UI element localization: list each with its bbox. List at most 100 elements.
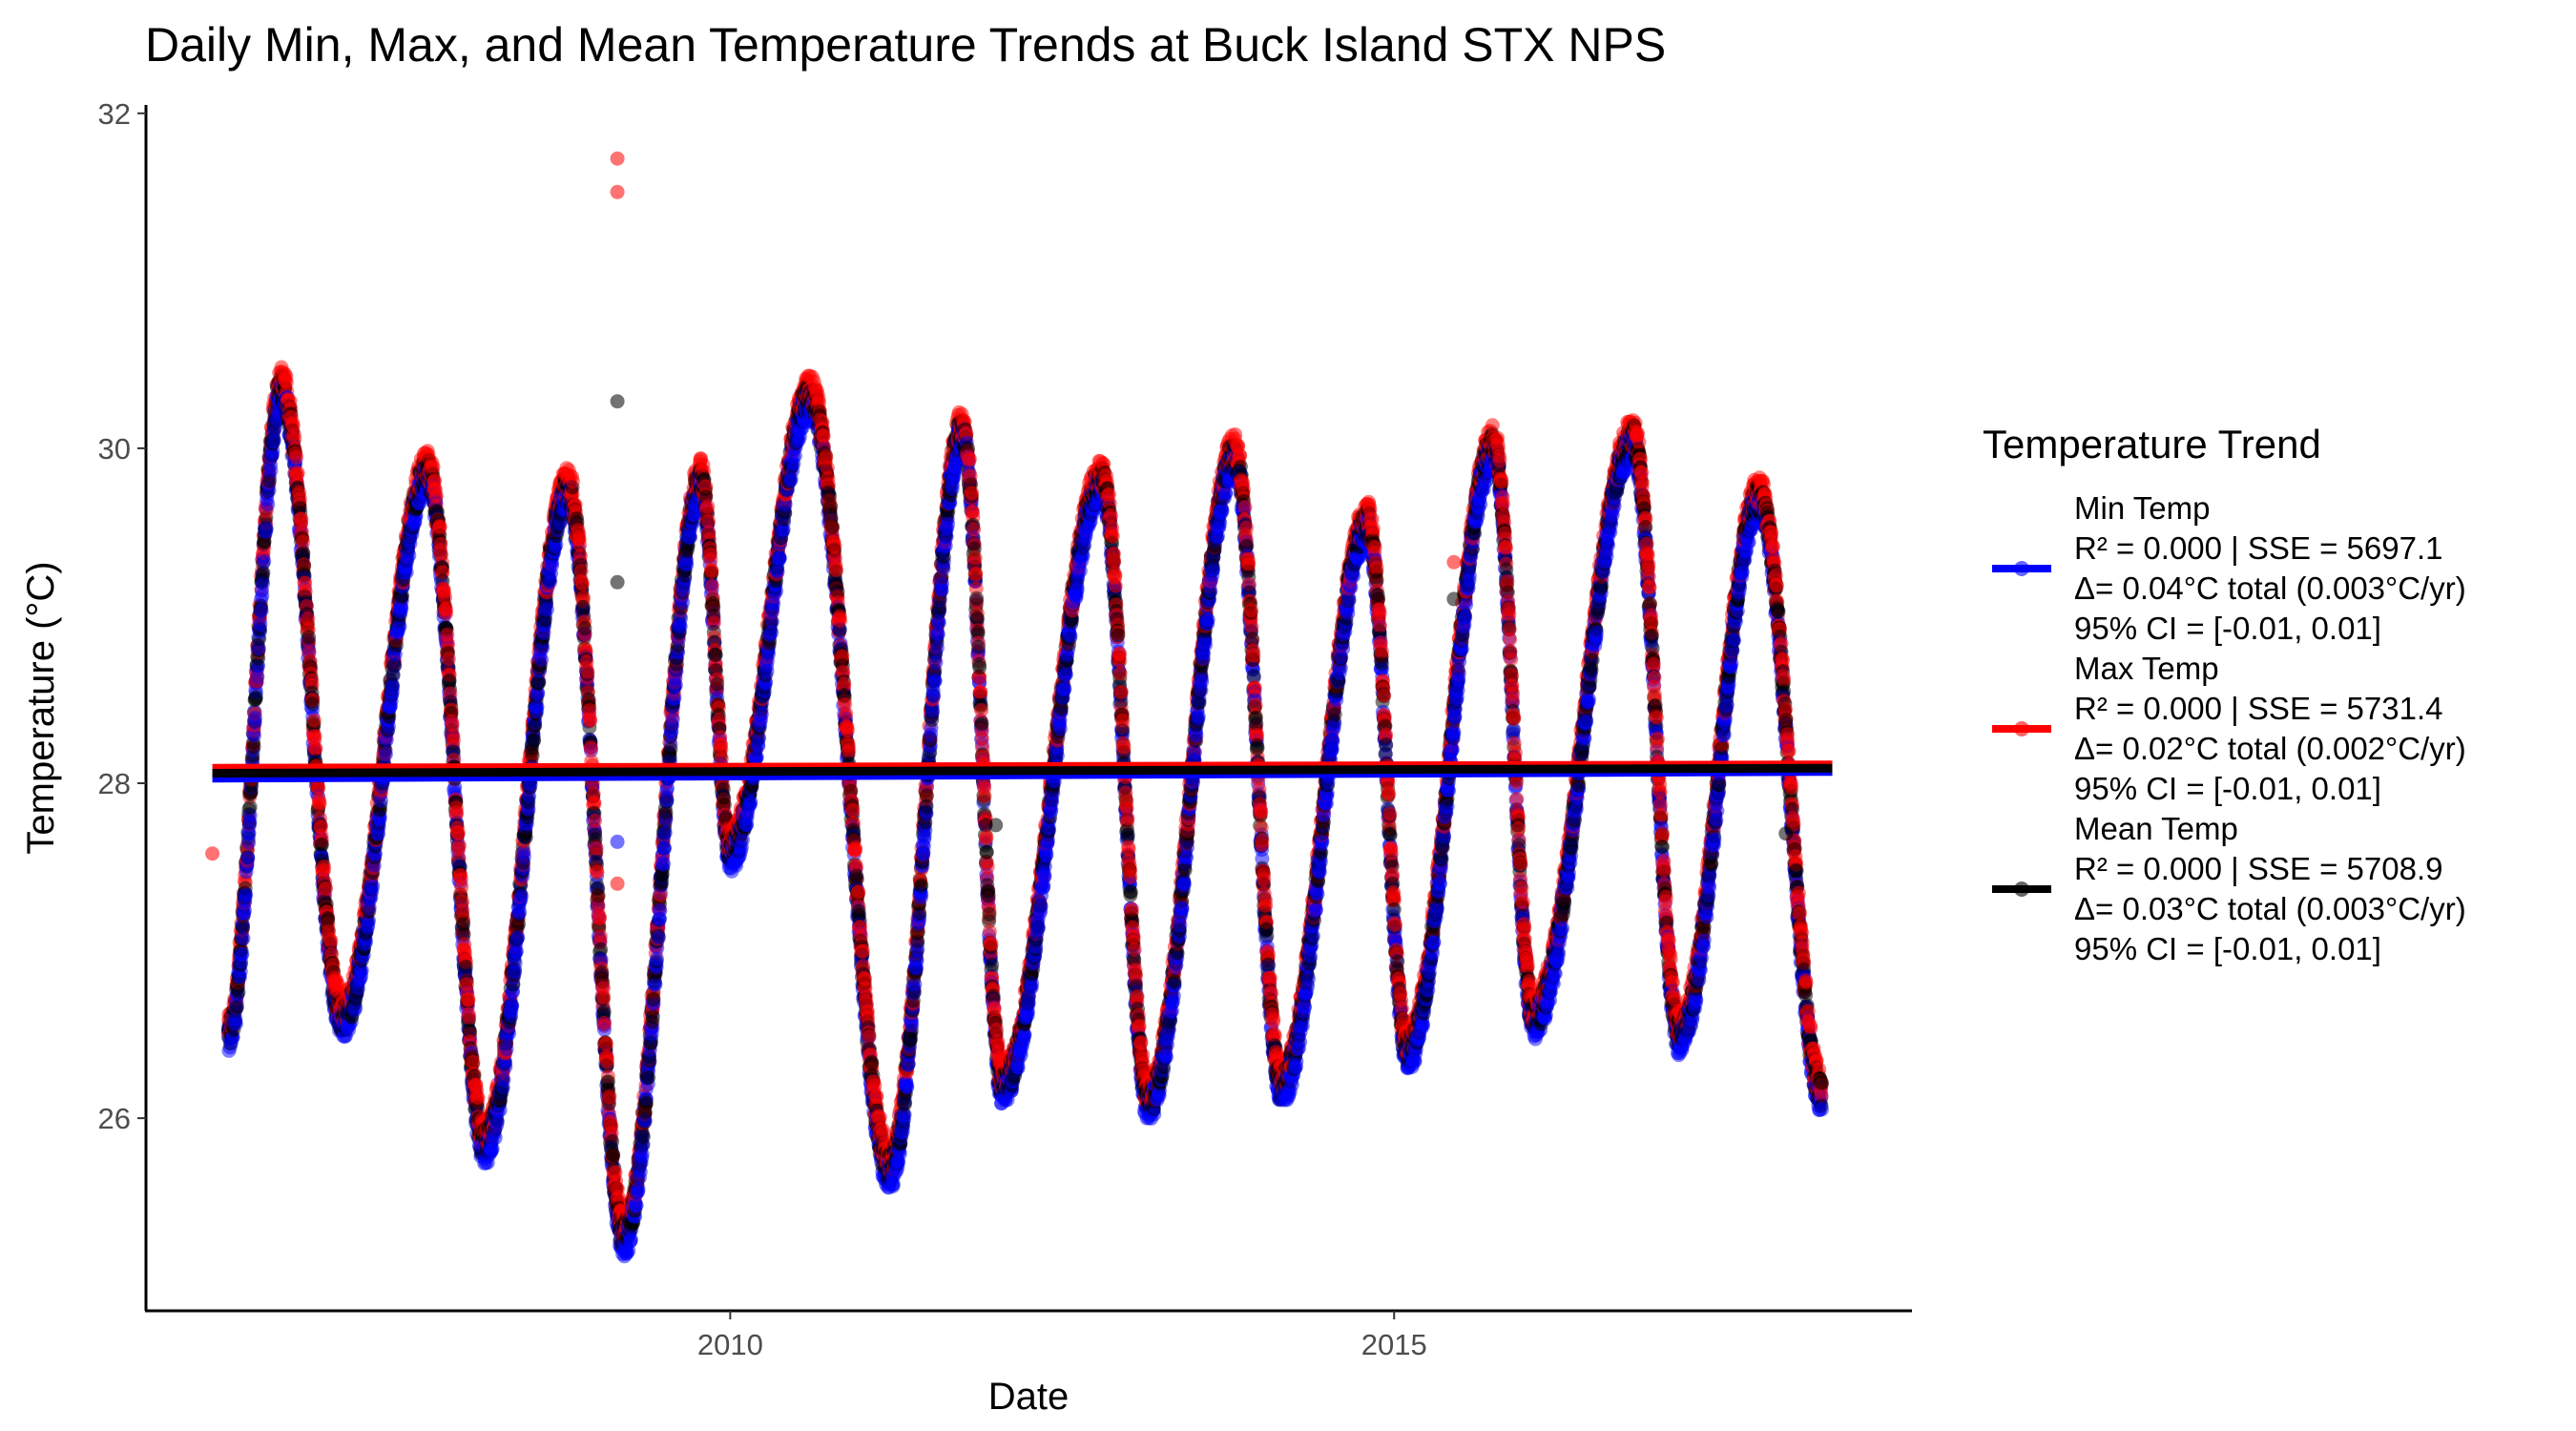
data-point: [256, 575, 270, 591]
data-point: [317, 860, 332, 875]
data-point: [516, 849, 531, 864]
data-point: [653, 902, 668, 918]
data-point: [565, 474, 580, 489]
data-point: [635, 1129, 651, 1144]
data-point: [580, 664, 595, 679]
data-point: [592, 910, 608, 925]
data-point: [451, 838, 467, 853]
data-point: [498, 1059, 513, 1074]
data-point: [248, 711, 262, 726]
data-point: [583, 740, 598, 756]
data-point: [263, 463, 279, 478]
data-point: [257, 554, 272, 570]
data-point: [505, 998, 520, 1013]
data-point: [646, 991, 661, 1006]
data-point: [231, 985, 246, 1000]
data-point: [305, 696, 321, 712]
data-point: [823, 499, 839, 514]
data-point: [638, 1096, 654, 1110]
data-point: [240, 851, 256, 866]
data-point: [641, 1070, 656, 1085]
data-point: [591, 888, 606, 903]
data-point: [645, 1009, 660, 1025]
data-point: [510, 930, 526, 945]
data-point: [499, 1042, 514, 1057]
data-point: [426, 459, 441, 474]
data-point: [308, 741, 323, 757]
data-point: [235, 946, 250, 962]
data-point: [458, 960, 473, 975]
data-point: [539, 602, 554, 617]
data-point: [254, 603, 269, 618]
data-point: [454, 880, 469, 895]
data-point: [461, 992, 476, 1007]
data-point: [606, 1148, 621, 1163]
data-point: [470, 1090, 486, 1105]
data-point: [441, 652, 456, 667]
data-point: [597, 1015, 612, 1030]
data-point: [708, 648, 723, 663]
data-point: [319, 881, 333, 896]
data-point: [239, 888, 254, 903]
data-point: [248, 690, 263, 705]
chart-title: Daily Min, Max, and Mean Temperature Tre…: [145, 18, 1667, 72]
data-point: [772, 550, 787, 566]
data-point: [428, 488, 444, 504]
data-point: [255, 589, 270, 604]
data-point: [496, 1072, 511, 1088]
data-point: [365, 879, 381, 894]
data-point: [432, 520, 447, 534]
data-point: [514, 888, 530, 903]
data-point: [668, 677, 683, 693]
data-point: [242, 799, 258, 815]
data-point: [229, 999, 244, 1014]
data-point: [250, 669, 265, 684]
data-point: [462, 1010, 477, 1026]
data-point: [228, 1016, 243, 1031]
data-point: [577, 621, 592, 636]
data-point: [260, 497, 276, 512]
data-point: [236, 931, 251, 946]
data-point: [679, 557, 695, 572]
data-point: [651, 930, 666, 945]
data-point: [700, 499, 716, 514]
data-point: [388, 638, 404, 653]
data-point: [710, 676, 725, 692]
data-point: [236, 921, 250, 936]
data-point: [439, 606, 454, 621]
data-point: [488, 1130, 503, 1146]
data-point: [605, 1134, 620, 1149]
data-point: [296, 546, 311, 561]
data-point: [246, 728, 261, 743]
data-point: [592, 929, 608, 944]
data-point: [527, 733, 542, 748]
data-point: [657, 825, 673, 840]
data-point: [266, 433, 281, 448]
data-point: [596, 990, 612, 1006]
data-point: [663, 741, 678, 757]
data-point: [306, 713, 322, 728]
data-point: [704, 563, 719, 578]
data-point: [743, 795, 758, 810]
data-point: [253, 616, 268, 632]
data-point: [602, 1089, 617, 1104]
data-point: [665, 712, 680, 727]
data-point: [657, 840, 672, 856]
data-point: [655, 857, 671, 872]
data-point: [246, 739, 261, 755]
data-point: [588, 813, 603, 828]
data-point: [312, 797, 327, 812]
data-point: [289, 449, 304, 465]
data-point: [261, 473, 277, 488]
data-point: [449, 805, 465, 820]
data-point: [574, 576, 590, 591]
data-point: [290, 466, 305, 481]
data-point: [600, 1054, 615, 1069]
data-point: [307, 729, 322, 743]
data-point: [518, 830, 533, 845]
points-layer: [205, 151, 1829, 1264]
data-point: [530, 699, 545, 715]
data-point: [525, 748, 540, 763]
data-point: [583, 713, 598, 728]
